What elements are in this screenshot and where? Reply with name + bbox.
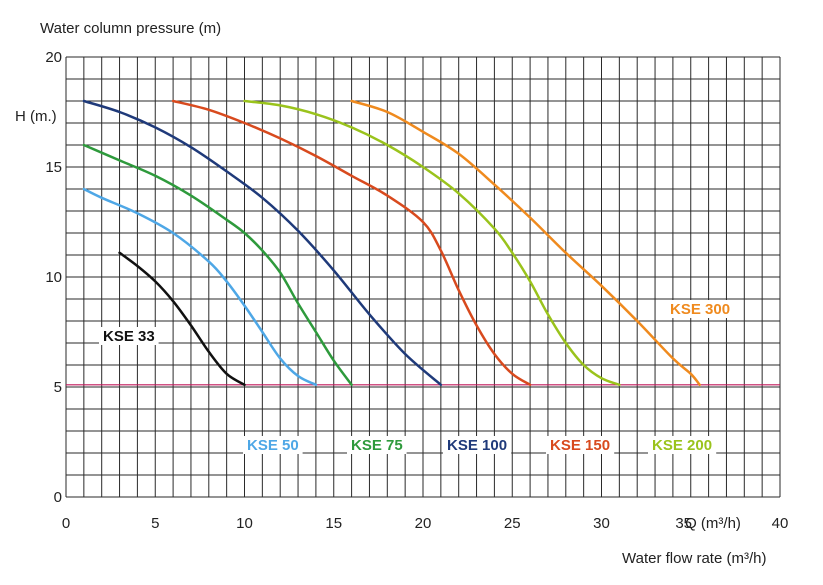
x-tick-label: 30 bbox=[593, 515, 610, 532]
label-bg-kse-33 bbox=[99, 327, 159, 345]
x-tick-label: 25 bbox=[504, 515, 521, 532]
y-tick-label: 10 bbox=[45, 269, 62, 286]
series-line-kse-33 bbox=[118, 251, 246, 387]
y-tick-label: 20 bbox=[45, 49, 62, 66]
series-line-kse-150 bbox=[171, 99, 532, 387]
y-tick-labels: 0 5 10 15 20 bbox=[45, 49, 62, 506]
y-tick-label: 5 bbox=[54, 379, 62, 396]
series-label-kse-300: KSE 300 bbox=[670, 301, 730, 318]
x-axis-label: Water flow rate (m³/h) bbox=[622, 550, 766, 567]
x-tick-label: 35 bbox=[675, 515, 692, 532]
x-tick-labels: 0 5 10 15 20 25 30 40 35 bbox=[62, 515, 789, 532]
grid bbox=[65, 56, 781, 498]
series-label-kse-33: KSE 33 bbox=[103, 328, 155, 345]
x-tick-label: 0 bbox=[62, 515, 70, 532]
x-tick-label: 10 bbox=[236, 515, 253, 532]
series-line-kse-75 bbox=[82, 143, 353, 387]
y-tick-label: 15 bbox=[45, 159, 62, 176]
label-bg-kse-150 bbox=[546, 436, 615, 454]
label-bg-kse-200 bbox=[648, 436, 717, 454]
series-label-kse-100: KSE 100 bbox=[447, 437, 507, 454]
series-label-kse-150: KSE 150 bbox=[550, 437, 610, 454]
x-tick-label: 5 bbox=[151, 515, 159, 532]
x-unit-label: Q (m³/h) bbox=[685, 515, 741, 532]
chart-title: Water column pressure (m) bbox=[40, 20, 221, 37]
series-label-kse-75: KSE 75 bbox=[351, 437, 403, 454]
series-line-kse-200 bbox=[243, 99, 621, 387]
series-label-kse-50: KSE 50 bbox=[247, 437, 299, 454]
x-tick-label: 40 bbox=[772, 515, 789, 532]
series-line-kse-300 bbox=[350, 99, 701, 387]
series-label-kse-200: KSE 200 bbox=[652, 437, 712, 454]
label-bg-kse-75 bbox=[347, 436, 407, 454]
y-axis-label: H (m.) bbox=[15, 108, 57, 125]
x-tick-label: 20 bbox=[415, 515, 432, 532]
x-tick-label: 15 bbox=[325, 515, 342, 532]
label-bg-kse-50 bbox=[243, 436, 303, 454]
y-tick-label: 0 bbox=[54, 489, 62, 506]
series-line-kse-50 bbox=[82, 187, 318, 387]
series-labels: KSE 33 KSE 50 KSE 75 KSE 100 KSE 150 KSE 200 K… bbox=[99, 300, 735, 454]
label-bg-kse-100 bbox=[443, 436, 512, 454]
label-bg-kse-300 bbox=[666, 300, 735, 318]
series-group bbox=[82, 99, 701, 387]
series-line-kse-100 bbox=[82, 99, 443, 387]
